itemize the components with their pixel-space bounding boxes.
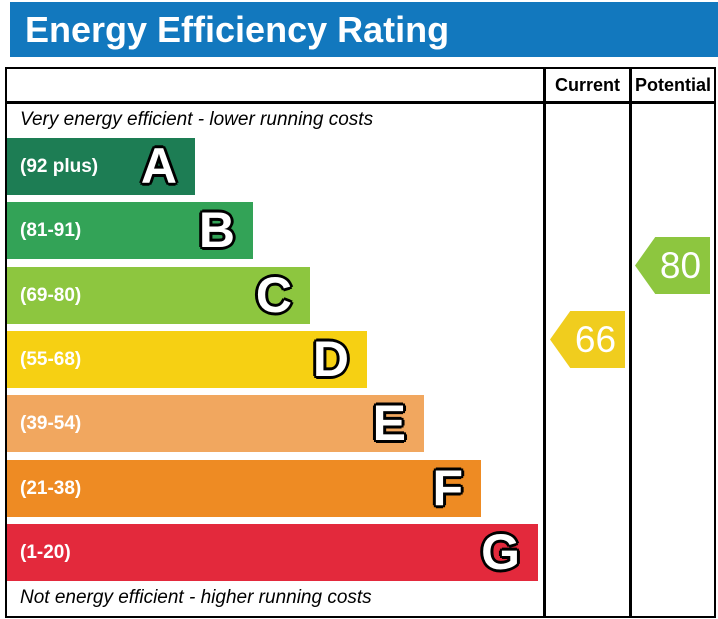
band-letter: C bbox=[255, 267, 292, 323]
epc-band-d: (55-68) D bbox=[7, 331, 367, 388]
epc-chart: Current Potential Very energy efficient … bbox=[5, 67, 716, 618]
band-range-label: (69-80) bbox=[20, 284, 82, 306]
title-bar: Energy Efficiency Rating bbox=[10, 2, 718, 57]
column-header-potential: Potential bbox=[634, 75, 711, 95]
epc-band-a: (92 plus) A bbox=[7, 138, 195, 195]
epc-band-e: (39-54) E bbox=[7, 395, 424, 452]
header-divider-line bbox=[7, 101, 714, 104]
band-range-label: (92 plus) bbox=[20, 155, 99, 177]
epc-band-f: (21-38) F bbox=[7, 460, 481, 517]
potential-rating-value: 80 bbox=[659, 244, 702, 286]
epc-band-g: (1-20) G bbox=[7, 524, 538, 581]
divider-current-column bbox=[543, 69, 546, 616]
epc-band-b: (81-91) B bbox=[7, 202, 253, 259]
band-range-label: (55-68) bbox=[20, 348, 82, 370]
band-letter: D bbox=[312, 331, 349, 387]
page-title: Energy Efficiency Rating bbox=[25, 8, 450, 50]
divider-potential-column bbox=[629, 69, 632, 616]
epc-band-c: (69-80) C bbox=[7, 267, 310, 324]
band-range-label: (39-54) bbox=[20, 412, 82, 434]
band-letter: E bbox=[372, 395, 406, 451]
band-letter: G bbox=[481, 524, 520, 580]
bottom-note: Not energy efficient - higher running co… bbox=[20, 587, 372, 608]
band-range-label: (21-38) bbox=[20, 477, 82, 499]
band-letter: F bbox=[432, 460, 463, 516]
column-header-current: Current bbox=[554, 75, 620, 95]
top-note: Very energy efficient - lower running co… bbox=[20, 109, 374, 130]
band-letter: A bbox=[140, 138, 177, 194]
band-range-label: (81-91) bbox=[20, 219, 82, 241]
current-rating-arrow: 66 bbox=[550, 311, 625, 368]
potential-rating-arrow: 80 bbox=[635, 237, 710, 294]
band-range-label: (1-20) bbox=[20, 541, 71, 563]
band-letter: B bbox=[198, 202, 235, 258]
current-rating-value: 66 bbox=[574, 318, 617, 360]
